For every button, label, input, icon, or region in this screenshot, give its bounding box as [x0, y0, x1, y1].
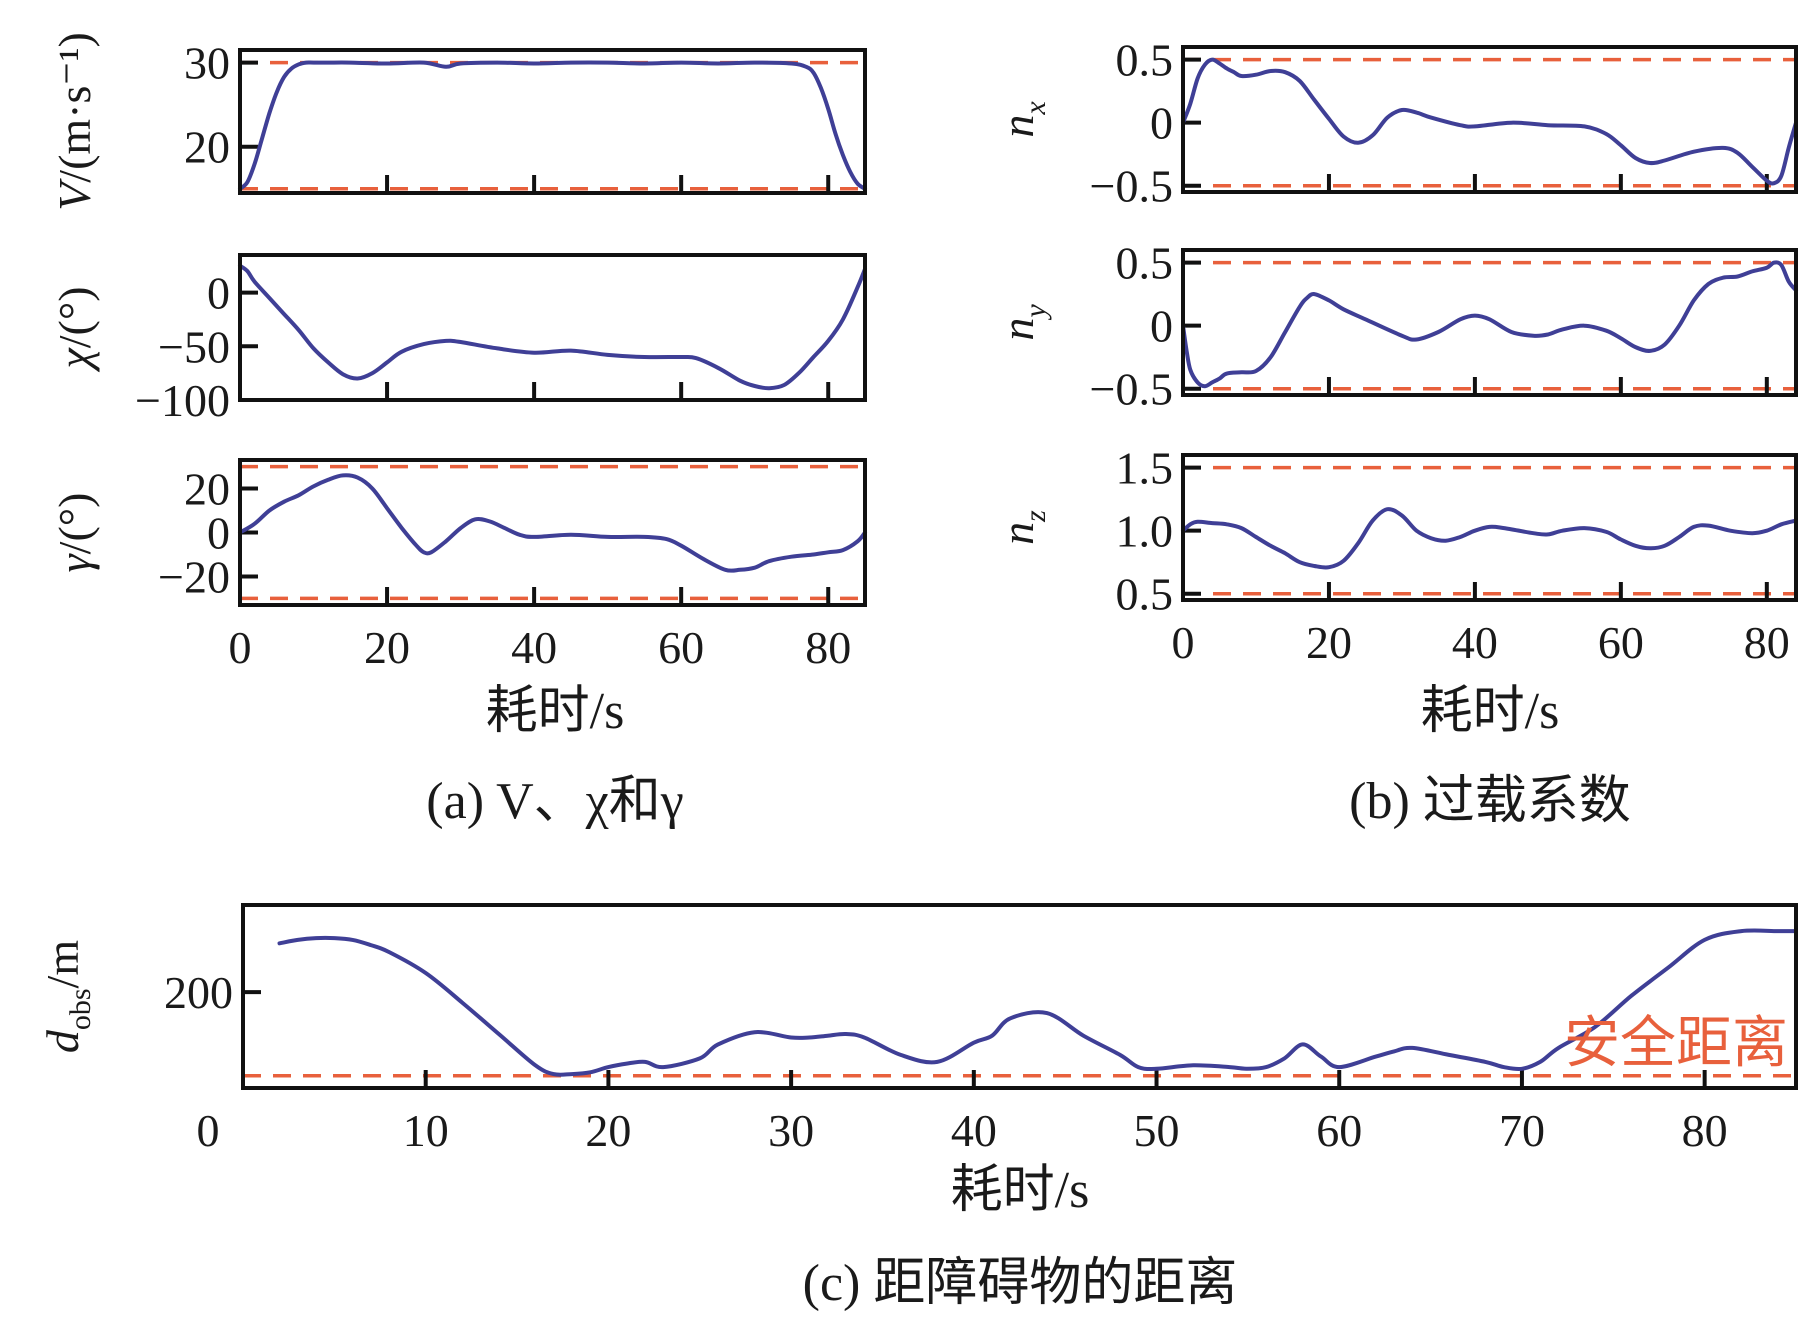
y-axis-label-V: V/(m·s⁻¹): [49, 32, 100, 211]
y-tick-label-nz-1: 1.0: [1116, 506, 1174, 557]
y-tick-label-gamma-2: −20: [158, 551, 230, 602]
x-tick-label-dobs-8: 80: [1682, 1105, 1728, 1156]
x-axis-title-c: 耗时/s: [951, 1162, 1090, 1219]
x-tick-label-dobs-6: 60: [1316, 1105, 1362, 1156]
y-tick-label-chi-0: 0: [207, 268, 230, 319]
caption-b: (b) 过载系数: [1349, 773, 1631, 830]
subplot-nx: 0.5 0 −0.5 nx: [992, 35, 1798, 212]
subplot-nz: 1.5 1.0 0.50 20 40 60 80 nz: [992, 443, 1798, 668]
series-line-nz: [1181, 507, 1798, 570]
y-axis-label-nz: nz: [992, 510, 1052, 545]
caption-c: (c) 距障碍物的距离: [803, 1255, 1238, 1312]
plot-frame-nz: [1181, 453, 1798, 602]
y-tick-label-gamma-1: 0: [207, 508, 230, 559]
x-tick-label-gamma-1: 20: [364, 622, 410, 673]
subplot-chi: 0−50−100 χ/(°): [49, 253, 867, 426]
y-axis-label-dobs: dobs/m: [37, 940, 97, 1053]
y-tick-label-dobs-0: 200: [164, 967, 233, 1018]
y-tick-label-chi-1: −50: [158, 321, 230, 372]
plot-frame-chi: [238, 253, 867, 402]
y-tick-label-V-0: 20: [184, 122, 230, 173]
y-tick-label-nz-2: 0.5: [1116, 569, 1174, 620]
y-axis-label-chi: χ/(°): [49, 286, 100, 372]
subplot-dobs: 200 0 10 20 30 40 50 60 70 80 dobs/m 安全距离: [37, 903, 1798, 1156]
series-line-ny: [1181, 260, 1798, 389]
y-axis-label-ny: ny: [992, 304, 1052, 341]
subplot-ny: 0.5 0 −0.5 ny: [992, 238, 1798, 415]
x-tick-label-dobs-0: 0: [197, 1105, 220, 1156]
series-line-chi: [238, 263, 867, 391]
subplot-V: 20 30 V/(m·s⁻¹): [49, 32, 867, 211]
plot-frame-V: [238, 48, 867, 195]
plot-frame-gamma: [238, 458, 867, 607]
x-tick-label-nz-2: 40: [1452, 617, 1498, 668]
y-tick-label-nx-2: −0.5: [1090, 161, 1173, 212]
y-tick-label-gamma-0: 20: [184, 464, 230, 515]
plot-frame-ny: [1181, 248, 1798, 397]
y-tick-label-ny-1: 0: [1150, 301, 1173, 352]
caption-a: (a) V、χ和γ: [426, 773, 683, 830]
series-line-dobs: [277, 928, 1798, 1077]
x-tick-label-dobs-7: 70: [1499, 1105, 1545, 1156]
x-tick-label-nz-1: 20: [1306, 617, 1352, 668]
x-axis-title-a: 耗时/s: [486, 683, 625, 740]
y-tick-label-ny-0: 0.5: [1116, 238, 1174, 289]
series-line-nx: [1181, 57, 1798, 186]
x-tick-label-dobs-5: 50: [1134, 1105, 1180, 1156]
x-tick-label-gamma-2: 40: [511, 622, 557, 673]
y-tick-label-nz-0: 1.5: [1116, 443, 1174, 494]
plot-frame-dobs: [241, 903, 1798, 1090]
x-tick-label-gamma-0: 0: [229, 622, 252, 673]
x-tick-label-dobs-4: 40: [951, 1105, 997, 1156]
y-axis-label-nx: nx: [992, 101, 1052, 138]
x-axis-title-b: 耗时/s: [1421, 683, 1560, 740]
x-tick-label-dobs-3: 30: [768, 1105, 814, 1156]
y-tick-label-chi-2: −100: [135, 375, 230, 426]
y-axis-label-gamma: γ/(°): [49, 493, 100, 573]
x-tick-label-nz-0: 0: [1172, 617, 1195, 668]
series-line-gamma: [238, 473, 867, 573]
plot-frame-nx: [1181, 45, 1798, 194]
x-tick-label-gamma-4: 80: [805, 622, 851, 673]
x-tick-label-gamma-3: 60: [658, 622, 704, 673]
x-tick-label-dobs-2: 20: [585, 1105, 631, 1156]
y-tick-label-nx-0: 0.5: [1116, 35, 1174, 86]
x-tick-label-nz-3: 60: [1598, 617, 1644, 668]
limit-label-dobs: 安全距离: [1564, 1013, 1788, 1075]
x-tick-label-nz-4: 80: [1744, 617, 1790, 668]
y-tick-label-ny-2: −0.5: [1090, 364, 1173, 415]
series-line-V: [238, 60, 867, 191]
y-tick-label-nx-1: 0: [1150, 98, 1173, 149]
y-tick-label-V-1: 30: [184, 38, 230, 89]
subplot-gamma: 200−200 20 40 60 80γ/(°): [49, 458, 867, 673]
x-tick-label-dobs-1: 10: [403, 1105, 449, 1156]
